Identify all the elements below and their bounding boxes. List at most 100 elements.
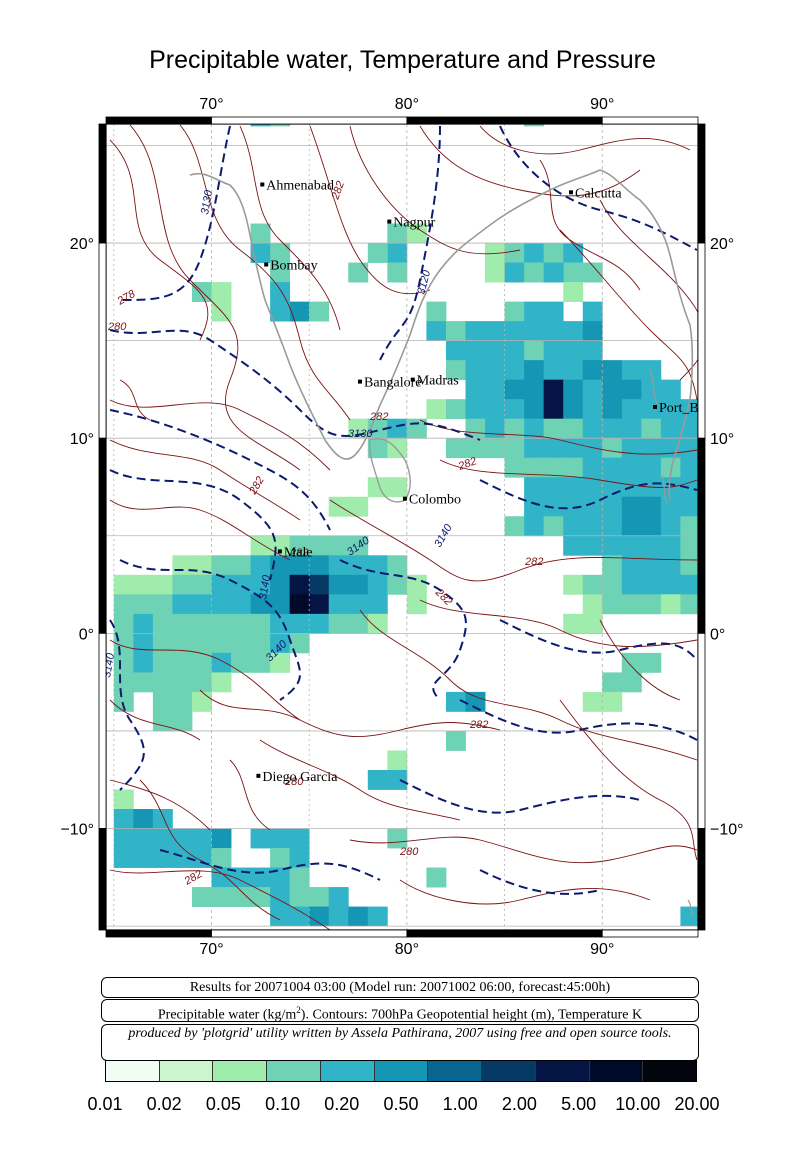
precip-cell (191, 652, 212, 673)
precip-cell (191, 574, 212, 595)
precip-cell (524, 124, 545, 127)
precip-cell (348, 262, 369, 283)
precip-cell (602, 379, 623, 400)
precip-cell (309, 574, 330, 595)
precip-cell (426, 867, 447, 888)
precip-cell (660, 379, 681, 400)
precip-cell (504, 399, 525, 420)
precip-cell (211, 887, 232, 907)
geopotential-label: 3140 (257, 573, 273, 600)
precip-cell (582, 691, 603, 712)
precip-cell (191, 613, 212, 634)
precip-cell (543, 457, 564, 478)
temperature-label: 282 (432, 586, 454, 608)
precip-cell (680, 457, 698, 478)
precip-cell (485, 418, 505, 439)
color-scale-label: 0.02 (146, 1094, 182, 1114)
precip-cell (309, 906, 330, 927)
precip-cell (133, 828, 154, 849)
precip-cell (309, 301, 330, 322)
precip-cell (660, 418, 681, 439)
precip-cell (582, 418, 603, 439)
precip-cell (348, 555, 369, 576)
precip-cell (270, 867, 291, 888)
precip-cell (641, 652, 662, 673)
precip-cell (524, 243, 545, 263)
precip-cell (563, 516, 584, 537)
color-scale-label: 2.00 (501, 1094, 537, 1114)
precip-cell (524, 321, 545, 342)
color-scale-bar (105, 1060, 697, 1082)
precip-cell (641, 555, 662, 576)
geopotential-label: 3130 (348, 428, 373, 440)
color-scale-swatch (267, 1061, 321, 1081)
frame-bar-bottom (211, 929, 408, 938)
precip-cell (367, 243, 388, 263)
precip-cell (309, 555, 330, 576)
precip-cell (543, 438, 564, 459)
precip-cell (582, 379, 603, 400)
precip-cell (524, 340, 545, 361)
precip-cell (289, 848, 310, 868)
precip-cell (504, 243, 525, 263)
lon-tick-label-top: 90° (590, 96, 614, 113)
lat-tick-label-left: 0° (79, 626, 94, 643)
precip-cell (172, 555, 193, 576)
precip-cell (270, 887, 291, 907)
precip-cell (387, 750, 408, 771)
precip-cell (211, 867, 232, 888)
precip-cell (231, 594, 251, 615)
precip-cell (524, 457, 545, 478)
temperature-label: 282 (247, 475, 267, 498)
precip-cell (680, 906, 698, 927)
precip-cell (250, 223, 271, 244)
color-scale-label: 1.00 (442, 1094, 478, 1114)
precip-cell (504, 438, 525, 459)
frame-bar-left (98, 828, 107, 931)
precip-cell (582, 438, 603, 459)
precip-cell (465, 399, 486, 420)
precip-cell (524, 301, 545, 322)
geopotential-label: 3140 (101, 651, 117, 678)
precip-cell (621, 438, 642, 459)
precip-cell (621, 652, 642, 673)
precip-cell (113, 828, 134, 849)
precip-cell (231, 633, 251, 654)
precip-cell (231, 887, 251, 907)
precip-cell (348, 906, 369, 927)
precip-cell (113, 613, 134, 634)
precip-cell (621, 457, 642, 478)
precip-cell (641, 438, 662, 459)
city-marker (277, 549, 282, 554)
precip-cell (309, 535, 330, 556)
precip-cell (660, 535, 681, 556)
precip-cell (524, 360, 545, 381)
precip-cell (582, 340, 603, 361)
precip-cell (485, 438, 505, 459)
precip-cell (582, 321, 603, 342)
precip-cell (641, 399, 662, 420)
precip-cell (641, 516, 662, 537)
precip-cell (270, 828, 291, 849)
fields-text-pre: Precipitable water (kg/m (157, 1007, 297, 1023)
precip-cell (504, 379, 525, 400)
frame-bar-right (697, 828, 706, 931)
precip-cell (289, 555, 310, 576)
precip-cell (152, 809, 173, 829)
precip-cell (367, 594, 388, 615)
precip-cell (524, 496, 545, 517)
precip-cell (602, 516, 623, 537)
precip-cell (270, 282, 291, 302)
precip-cell (641, 535, 662, 556)
color-scale-label: 0.01 (87, 1094, 123, 1114)
precip-cell (602, 672, 623, 693)
frame-bar-right (697, 123, 706, 244)
precip-cell (270, 848, 291, 868)
precip-cell (641, 360, 662, 381)
precip-cell (680, 516, 698, 537)
precip-cell (270, 633, 291, 654)
results-info-box: Results for 20071004 03:00 (Model run: 2… (101, 977, 699, 998)
precip-cell (211, 282, 232, 302)
precipitation-grid (113, 124, 698, 927)
color-scale-swatch (374, 1061, 429, 1081)
